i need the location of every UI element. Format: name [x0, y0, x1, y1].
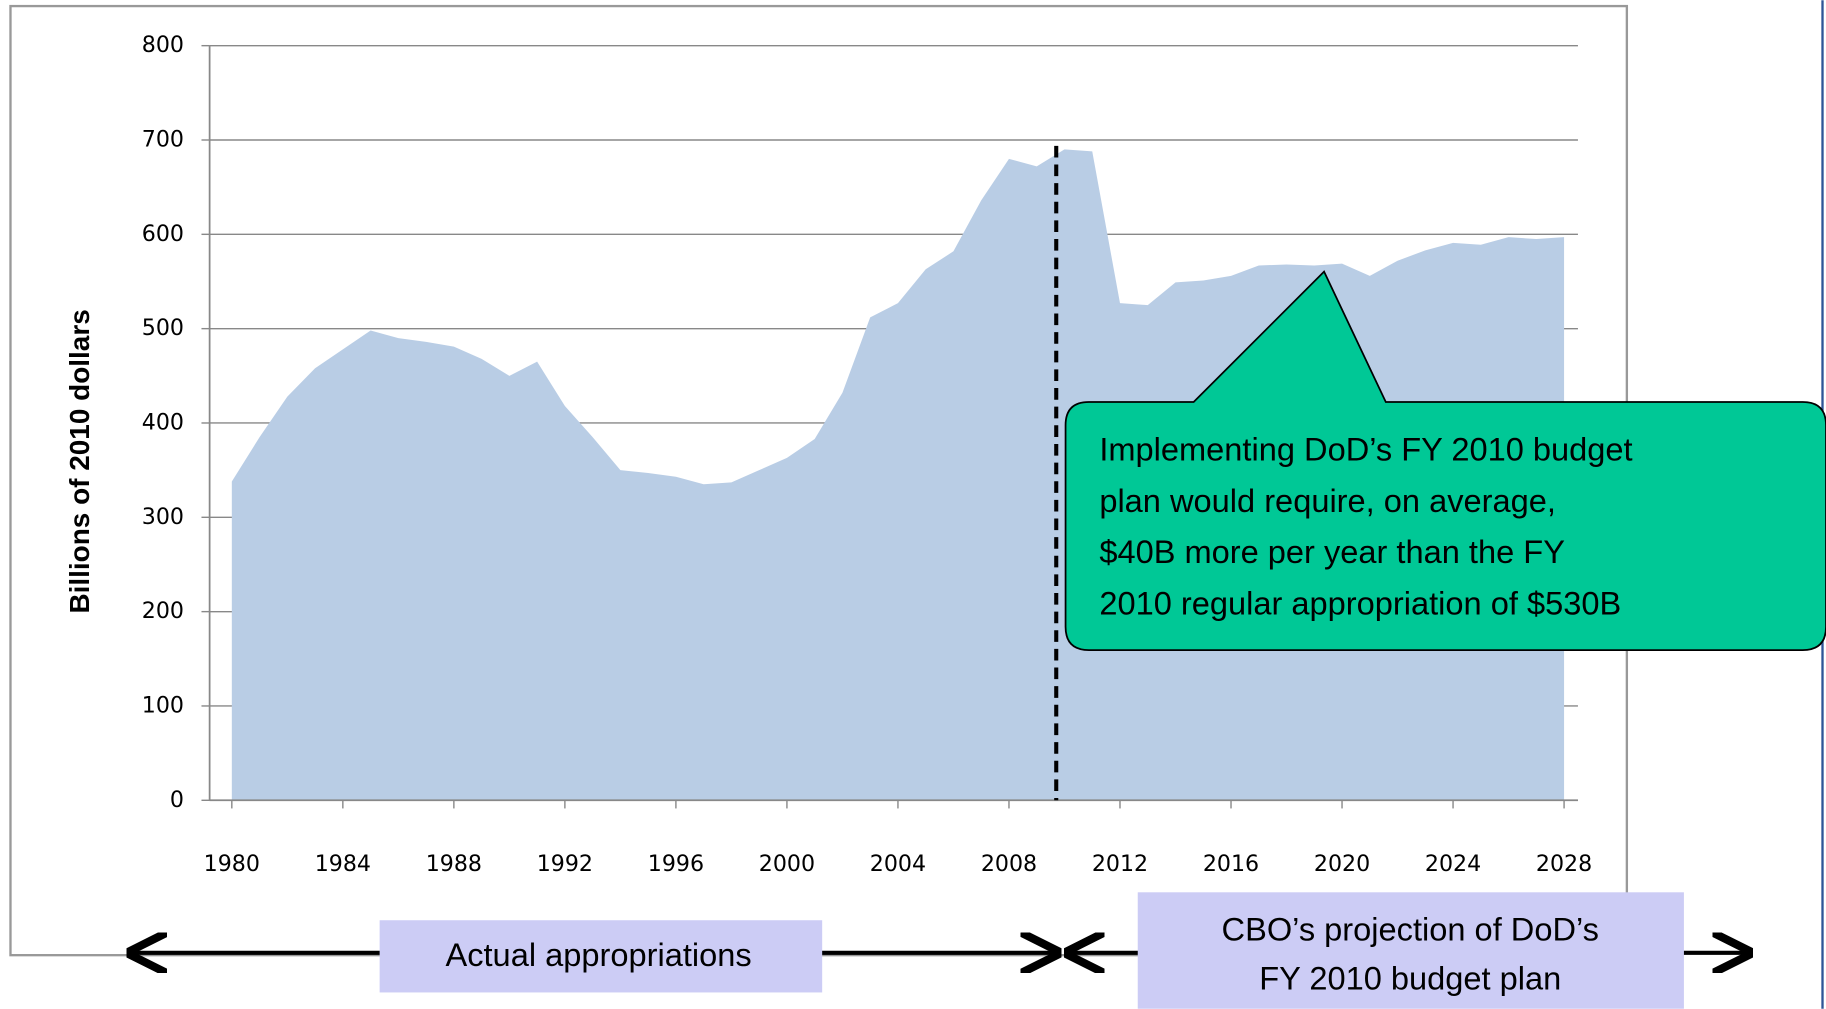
period-label: Actual appropriations	[445, 936, 751, 973]
x-tick-label: 1980	[204, 851, 260, 877]
x-tick-label: 2028	[1536, 851, 1592, 877]
callout-text: 2010 regular appropriation of $530B	[1099, 584, 1621, 621]
period-label: FY 2010 budget plan	[1259, 959, 1561, 996]
x-tick-label: 2000	[759, 851, 815, 877]
y-tick-label: 0	[170, 787, 184, 813]
x-tick-label: 1988	[426, 851, 482, 877]
y-tick-label: 200	[142, 598, 184, 624]
x-tick-label: 1984	[315, 851, 371, 877]
x-tick-label: 2004	[870, 851, 926, 877]
callout-text: $40B more per year than the FY	[1099, 533, 1565, 570]
y-tick-label: 600	[142, 221, 184, 247]
y-axis-label: Billions of 2010 dollars	[64, 309, 95, 613]
x-tick-label: 1992	[537, 851, 593, 877]
x-tick-label: 2024	[1425, 851, 1481, 877]
x-tick-label: 2008	[981, 851, 1037, 877]
y-tick-label: 400	[142, 409, 184, 435]
x-tick-label: 2016	[1203, 851, 1259, 877]
x-tick-label: 2012	[1092, 851, 1148, 877]
callout-text: Implementing DoD’s FY 2010 budget	[1099, 431, 1632, 468]
callout	[1064, 270, 1826, 651]
label-box	[379, 920, 823, 993]
y-tick-label: 100	[142, 692, 184, 718]
label-box	[1137, 892, 1684, 1009]
x-tick-label: 1996	[648, 851, 704, 877]
x-tick-label: 2020	[1314, 851, 1370, 877]
callout-text: plan would require, on average,	[1099, 482, 1556, 519]
y-tick-label: 300	[142, 504, 184, 530]
y-tick-label: 500	[142, 315, 184, 341]
period-label: CBO’s projection of DoD’s	[1222, 910, 1599, 947]
y-tick-label: 700	[142, 126, 184, 152]
y-tick-label: 800	[142, 32, 184, 58]
